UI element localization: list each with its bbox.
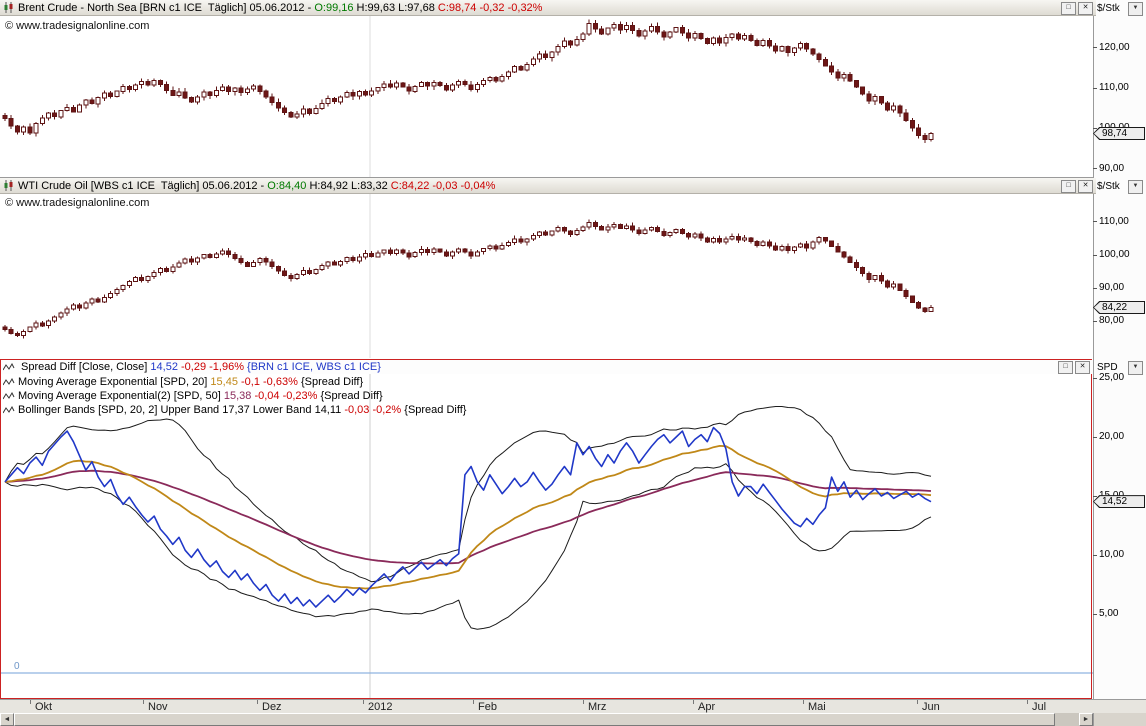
spread-legend-line: Spread Diff [Close, Close] 14,52 -0,29 -… <box>21 361 381 373</box>
time-axis-label: Mai <box>808 701 826 713</box>
text-segment: Moving Average Exponential [SPD, 20] <box>18 376 211 388</box>
spread-axis-header: SPD ▼ <box>1097 360 1143 375</box>
maximize-button[interactable]: □ <box>1058 361 1073 374</box>
text-segment: {Spread Diff} <box>320 390 383 402</box>
text-segment: H:84,92 L:83,32 <box>309 179 391 192</box>
axis-scale-dropdown[interactable]: ▼ <box>1128 179 1143 194</box>
time-axis-tick <box>1027 700 1028 704</box>
wti-panel-titlebar: WTI Crude Oil [WBS c1 ICE Täglich] 05.06… <box>0 178 1096 194</box>
wti-panel-title: WTI Crude Oil [WBS c1 ICE Täglich] 05.06… <box>18 180 495 192</box>
bollinger-legend-text: Bollinger Bands [SPD, 20, 2] Upper Band … <box>18 404 466 416</box>
svg-text:0: 0 <box>14 661 20 672</box>
text-segment: C:98,74 -0,32 -0,32% <box>437 1 543 14</box>
close-button[interactable]: ✕ <box>1075 361 1090 374</box>
text-segment: 14,52 <box>150 361 178 373</box>
ema50-legend-text: Moving Average Exponential(2) [SPD, 50] … <box>18 390 383 402</box>
time-axis-label: 2012 <box>368 701 393 713</box>
time-axis-tick <box>30 700 31 704</box>
instrument-chart-icon <box>3 180 15 191</box>
text-segment: {Spread Diff} <box>300 376 364 388</box>
text-segment: Spread Diff [Close, Close] <box>21 361 151 373</box>
spread-line-chart[interactable]: 0 <box>0 374 1093 699</box>
ema20-legend-line: Moving Average Exponential [SPD, 20] 15,… <box>3 376 363 388</box>
scroll-left-button[interactable]: ◄ <box>0 713 14 726</box>
time-axis-label: Jul <box>1032 701 1047 713</box>
series-zigzag-icon <box>3 391 15 401</box>
time-axis-label: Okt <box>35 701 53 713</box>
text-segment: O:99,16 <box>314 1 357 14</box>
watermark: © www.tradesignalonline.com <box>5 197 150 209</box>
watermark: © www.tradesignalonline.com <box>5 20 150 32</box>
axis-unit-label: $/Stk <box>1097 181 1120 192</box>
time-axis-label: Jun <box>922 701 940 713</box>
panel-separator <box>0 177 1146 178</box>
brent-panel-titlebar: Brent Crude - North Sea [BRN c1 ICE Tägl… <box>0 0 1096 16</box>
time-axis-label: Apr <box>698 701 716 713</box>
text-segment: O:84,40 <box>267 179 310 192</box>
text-segment: Bollinger Bands [SPD, 20, 2] Upper Band … <box>18 404 345 416</box>
series-zigzag-icon <box>3 405 15 415</box>
time-axis-tick <box>583 700 584 704</box>
text-segment: H:99,63 L:97,68 <box>356 1 438 14</box>
time-axis-label: Dez <box>262 701 282 713</box>
time-axis-tick <box>473 700 474 704</box>
text-segment: C:84,22 -0,03 -0,04% <box>390 179 496 192</box>
close-button[interactable]: ✕ <box>1078 2 1093 15</box>
wti-axis-header: $/Stk ▼ <box>1097 179 1143 194</box>
scrollbar-corner <box>1093 713 1146 726</box>
maximize-button[interactable]: □ <box>1061 180 1076 193</box>
axis-scale-dropdown[interactable]: ▼ <box>1128 360 1143 375</box>
text-segment: -0,29 -1,96% <box>177 361 248 373</box>
time-axis-tick <box>803 700 804 704</box>
wti-candlestick-chart[interactable] <box>0 193 1093 358</box>
maximize-button[interactable]: □ <box>1061 2 1076 15</box>
scrollbar-thumb[interactable] <box>14 713 1055 726</box>
text-segment: 15,38 <box>223 390 252 402</box>
scroll-right-button[interactable]: ► <box>1079 713 1093 726</box>
text-segment: {Spread Diff} <box>404 404 467 416</box>
time-axis-tick <box>693 700 694 704</box>
bollinger-legend-line: Bollinger Bands [SPD, 20, 2] Upper Band … <box>3 404 466 416</box>
series-zigzag-icon <box>3 377 15 387</box>
text-segment: WTI Crude Oil [WBS c1 ICE Täglich] 05.06… <box>18 179 268 192</box>
brent-axis-header: $/Stk ▼ <box>1097 1 1143 16</box>
axis-scale-dropdown[interactable]: ▼ <box>1128 1 1143 16</box>
axis-unit-label: $/Stk <box>1097 3 1120 14</box>
spread-panel-titlebar: Spread Diff [Close, Close] 14,52 -0,29 -… <box>1 360 1093 374</box>
ema20-legend-text: Moving Average Exponential [SPD, 20] 15,… <box>18 376 363 388</box>
time-axis-label: Feb <box>478 701 497 713</box>
time-axis-tick <box>363 700 364 704</box>
text-segment: Moving Average Exponential(2) [SPD, 50] <box>18 390 224 402</box>
instrument-chart-icon <box>3 2 15 13</box>
horizontal-scrollbar[interactable]: ◄ ► <box>0 713 1146 726</box>
text-segment: 15,45 <box>210 376 238 388</box>
price-axis-column[interactable] <box>1093 0 1146 699</box>
time-axis-tick <box>257 700 258 704</box>
time-axis-tick <box>143 700 144 704</box>
brent-candlestick-chart[interactable] <box>0 16 1093 177</box>
text-segment: -0,1 -0,63% <box>237 376 301 388</box>
brent-panel-title: Brent Crude - North Sea [BRN c1 ICE Tägl… <box>18 2 542 14</box>
series-zigzag-icon <box>3 362 15 372</box>
text-segment: -0,04 -0,23% <box>251 390 321 402</box>
text-segment: {BRN c1 ICE, WBS c1 ICE} <box>247 361 381 373</box>
close-button[interactable]: ✕ <box>1078 180 1093 193</box>
time-axis[interactable]: Okt Nov Dez 2012 Feb Mrz Apr Mai Jun Jul <box>0 699 1146 714</box>
text-segment: Brent Crude - North Sea [BRN c1 ICE Tägl… <box>18 1 315 14</box>
ema50-legend-line: Moving Average Exponential(2) [SPD, 50] … <box>3 390 383 402</box>
time-axis-label: Nov <box>148 701 168 713</box>
time-axis-tick <box>917 700 918 704</box>
time-axis-label: Mrz <box>588 701 607 713</box>
axis-unit-label: SPD <box>1097 362 1118 373</box>
text-segment: -0,03 -0,2% <box>344 404 405 416</box>
